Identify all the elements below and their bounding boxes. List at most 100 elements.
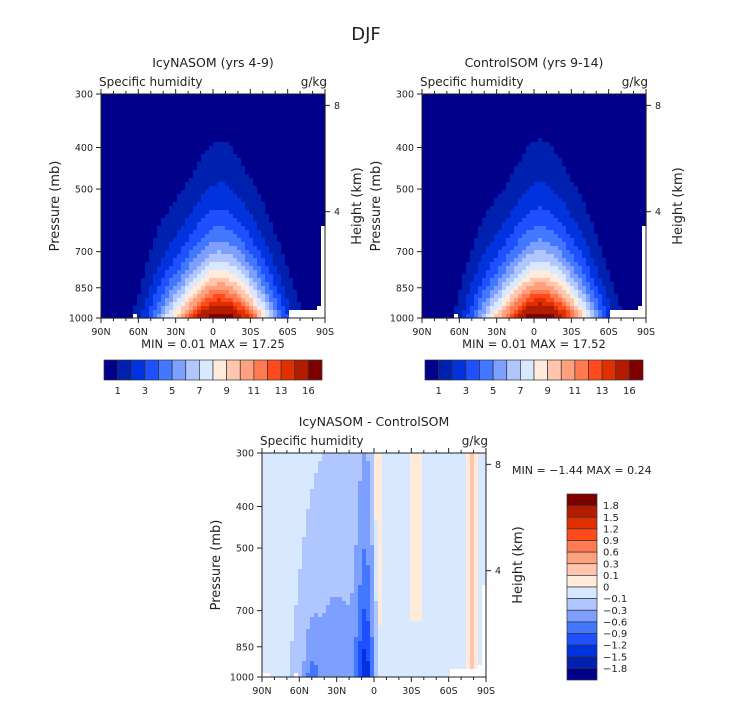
contour-cell bbox=[209, 98, 214, 103]
contour-cell bbox=[133, 170, 138, 175]
contour-cell bbox=[506, 122, 511, 127]
contour-cell bbox=[442, 102, 447, 107]
contour-cell bbox=[121, 314, 126, 319]
contour-cell bbox=[502, 166, 507, 171]
contour-cell bbox=[233, 278, 238, 283]
contour-cell bbox=[494, 126, 499, 131]
contour-cell bbox=[185, 98, 190, 103]
contour-cell bbox=[213, 194, 218, 199]
contour-cell bbox=[546, 178, 551, 183]
contour-cell bbox=[121, 242, 126, 247]
contour-cell bbox=[550, 166, 555, 171]
contour-cell bbox=[265, 166, 270, 171]
contour-cell bbox=[309, 106, 314, 111]
contour-cell bbox=[321, 94, 326, 99]
contour-cell bbox=[638, 186, 643, 191]
contour-cell bbox=[285, 214, 290, 219]
contour-cell bbox=[305, 214, 310, 219]
contour-cell bbox=[309, 270, 314, 275]
contour-cell bbox=[442, 130, 447, 135]
contour-cell bbox=[558, 170, 563, 175]
contour-cell bbox=[317, 186, 322, 191]
contour-cell bbox=[442, 94, 447, 99]
contour-cell bbox=[510, 170, 515, 175]
contour-cell bbox=[205, 314, 210, 319]
contour-cell bbox=[209, 106, 214, 111]
contour-cell bbox=[253, 166, 258, 171]
contour-cell bbox=[578, 194, 583, 199]
contour-cell bbox=[482, 130, 487, 135]
contour-cell bbox=[273, 218, 278, 223]
contour-cell bbox=[594, 194, 599, 199]
contour-cell bbox=[434, 218, 439, 223]
contour-cell bbox=[205, 238, 210, 243]
contour-cell bbox=[317, 274, 322, 279]
contour-cell bbox=[578, 190, 583, 195]
contour-cell bbox=[566, 178, 571, 183]
contour-cell bbox=[321, 266, 326, 271]
contour-cell bbox=[253, 274, 258, 279]
contour-cell bbox=[233, 126, 238, 131]
contour-cell bbox=[201, 302, 206, 307]
contour-cell bbox=[626, 94, 631, 99]
contour-cell bbox=[534, 194, 539, 199]
contour-cell bbox=[229, 310, 234, 315]
contour-cell bbox=[321, 290, 326, 295]
contour-cell bbox=[554, 126, 559, 131]
contour-cell bbox=[229, 138, 234, 143]
contour-cell bbox=[642, 190, 647, 195]
contour-cell bbox=[309, 274, 314, 279]
contour-cell bbox=[109, 110, 114, 115]
contour-cell bbox=[193, 134, 198, 139]
contour-cell bbox=[121, 250, 126, 255]
contour-cell bbox=[550, 142, 555, 147]
contour-cell bbox=[542, 150, 547, 155]
contour-cell bbox=[582, 102, 587, 107]
contour-cell bbox=[205, 306, 210, 311]
contour-cell bbox=[562, 158, 567, 163]
contour-cell bbox=[185, 190, 190, 195]
contour-cell bbox=[269, 262, 274, 267]
contour-cell bbox=[590, 194, 595, 199]
contour-cell bbox=[225, 122, 230, 127]
contour-cell bbox=[201, 98, 206, 103]
contour-cell bbox=[217, 94, 222, 99]
contour-cell bbox=[594, 114, 599, 119]
contour-cell bbox=[101, 190, 106, 195]
contour-cell bbox=[173, 238, 178, 243]
x-tick-label: 30N bbox=[166, 327, 185, 338]
contour-cell bbox=[189, 118, 194, 123]
contour-cell bbox=[622, 134, 627, 139]
contour-cell bbox=[265, 186, 270, 191]
contour-cell bbox=[269, 106, 274, 111]
contour-cell bbox=[462, 178, 467, 183]
contour-cell bbox=[534, 218, 539, 223]
contour-cell bbox=[205, 106, 210, 111]
contour-cell bbox=[129, 254, 134, 259]
contour-cell bbox=[165, 118, 170, 123]
contour-cell bbox=[153, 282, 158, 287]
contour-cell bbox=[309, 206, 314, 211]
contour-cell bbox=[466, 98, 471, 103]
contour-cell bbox=[502, 114, 507, 119]
contour-cell bbox=[297, 258, 302, 263]
contour-cell bbox=[165, 270, 170, 275]
contour-cell bbox=[289, 214, 294, 219]
contour-cell bbox=[321, 222, 326, 227]
contour-cell bbox=[153, 298, 158, 303]
contour-cell bbox=[450, 154, 455, 159]
contour-cell bbox=[546, 102, 551, 107]
contour-cell bbox=[506, 94, 511, 99]
contour-cell bbox=[269, 118, 274, 123]
contour-cell bbox=[277, 190, 282, 195]
contour-cell bbox=[121, 114, 126, 119]
contour-cell bbox=[426, 182, 431, 187]
contour-cell bbox=[149, 154, 154, 159]
contour-cell bbox=[173, 162, 178, 167]
contour-cell bbox=[506, 126, 511, 131]
contour-cell bbox=[297, 190, 302, 195]
contour-cell bbox=[257, 162, 262, 167]
contour-cell bbox=[430, 174, 435, 179]
contour-cell bbox=[109, 314, 114, 319]
contour-cell bbox=[133, 158, 138, 163]
